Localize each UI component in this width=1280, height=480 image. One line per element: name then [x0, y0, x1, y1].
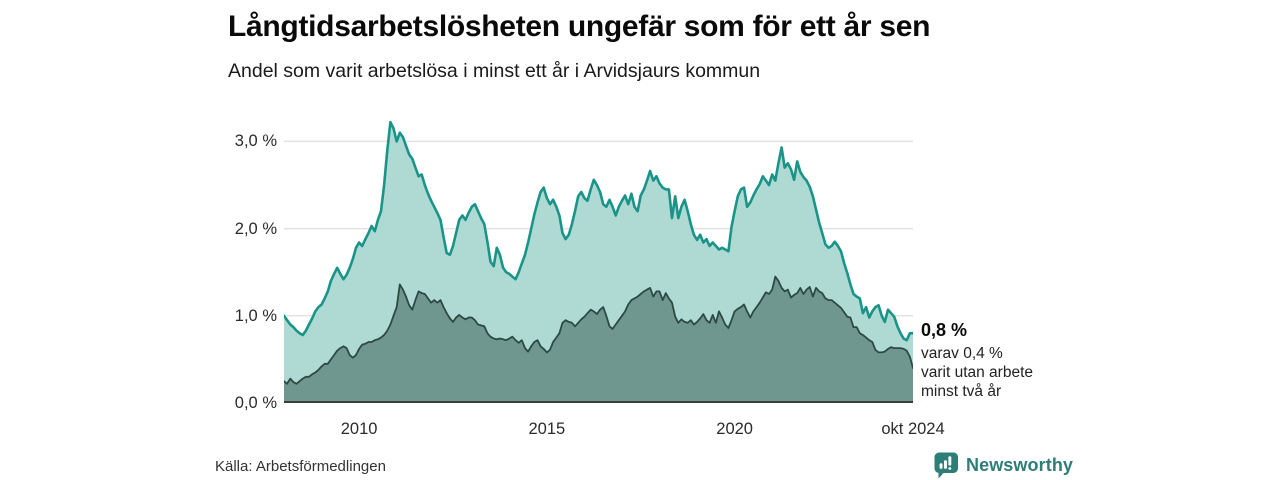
page-title: Långtidsarbetslösheten ungefär som för e… [228, 10, 931, 43]
annotation-text: varav 0,4 % varit utan arbete minst två … [921, 344, 1033, 401]
brand-logo: Newsworthy [934, 451, 1073, 479]
y-tick-label: 2,0 % [234, 219, 277, 238]
x-tick-label: 2020 [716, 420, 753, 438]
source-credit: Källa: Arbetsförmedlingen [215, 458, 386, 475]
y-tick-label: 3,0 % [234, 132, 277, 151]
x-tick-label: 2010 [340, 420, 378, 438]
chart-subtitle: Andel som varit arbetslösa i minst ett å… [228, 60, 761, 82]
area-chart-plot [284, 120, 913, 403]
x-tick-label: 2015 [528, 420, 566, 438]
line-two-years [284, 275, 913, 385]
x-tick-label: okt 2024 [881, 420, 945, 438]
y-tick-label: 0,0 % [234, 394, 277, 412]
latest-value-label: 0,8 % [921, 320, 968, 340]
newsworthy-icon [934, 452, 958, 478]
annotation-line-3: minst två år [921, 383, 1002, 400]
annotation-line-1: varav 0,4 % [921, 345, 1003, 362]
y-tick-label: 1,0 % [234, 306, 277, 325]
annotation-line-2: varit utan arbete [921, 364, 1034, 381]
brand-name: Newsworthy [966, 454, 1074, 475]
line-total [284, 120, 913, 342]
